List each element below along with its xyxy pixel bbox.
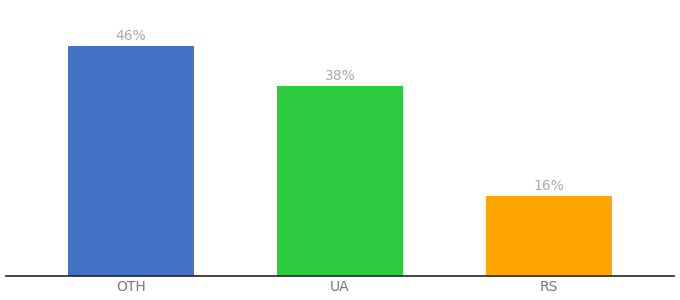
Bar [68, 46, 194, 276]
Text: 46%: 46% [116, 28, 146, 43]
Bar [277, 85, 403, 276]
Text: 38%: 38% [324, 69, 356, 82]
Bar [486, 196, 612, 276]
Text: 16%: 16% [534, 178, 564, 193]
